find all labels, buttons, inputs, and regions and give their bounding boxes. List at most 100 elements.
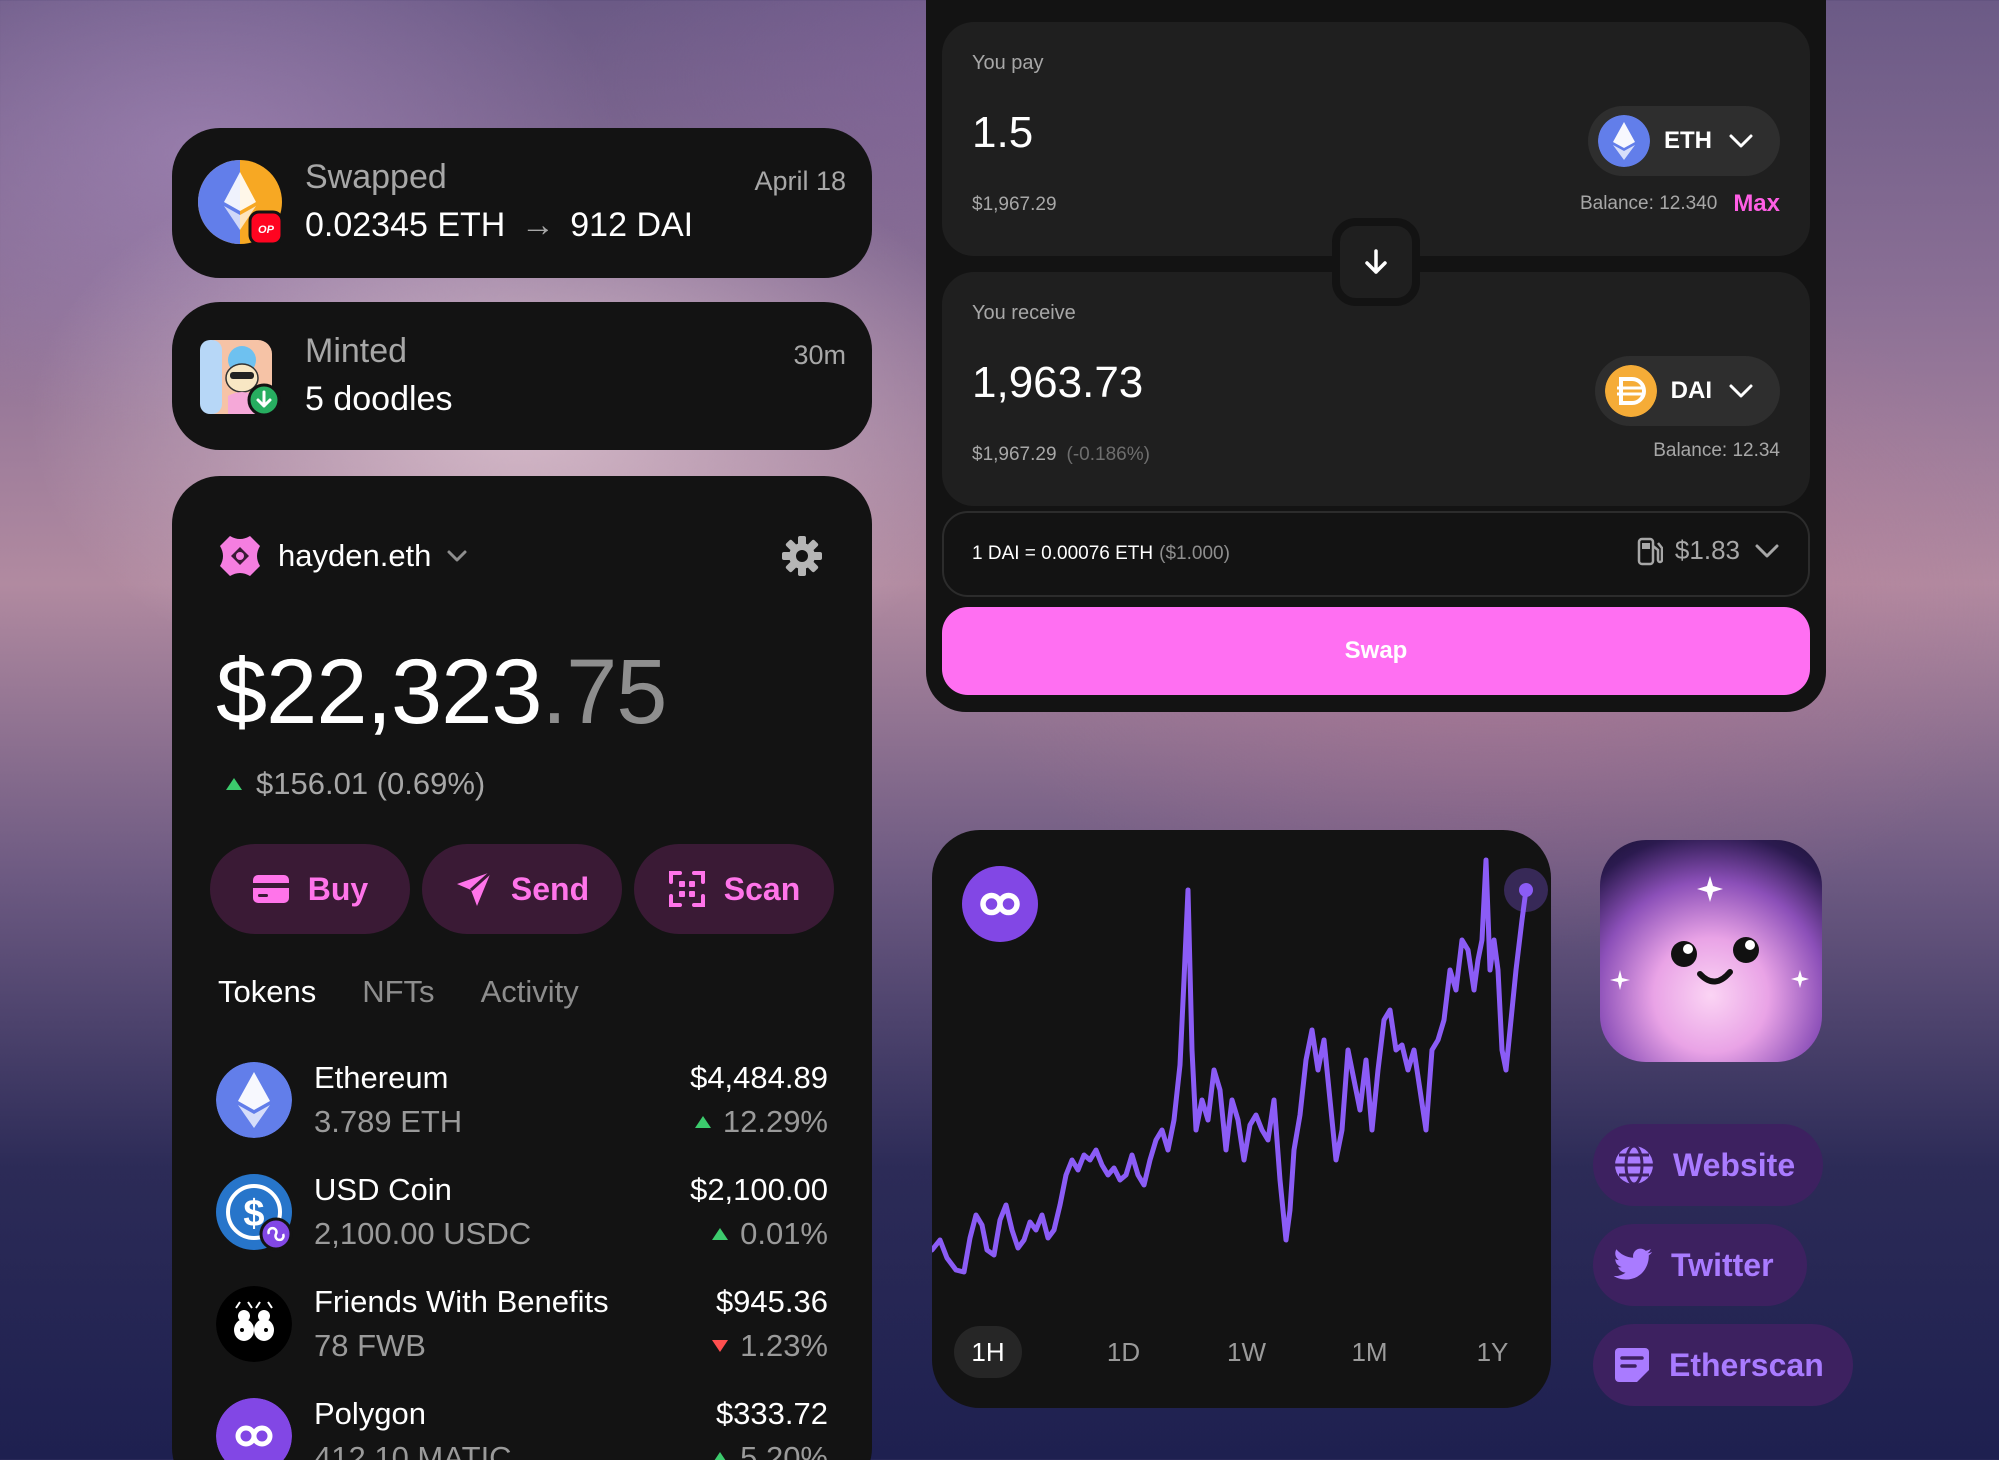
token-row-polygon[interactable]: Polygon 412.10 MATIC $333.72 5.20% <box>216 1396 828 1460</box>
svg-text:$: $ <box>243 1193 264 1235</box>
send-icon <box>456 870 492 906</box>
max-button[interactable]: Max <box>1733 190 1780 217</box>
pay-label: You pay <box>972 52 1044 74</box>
chevron-down-icon <box>1729 384 1753 398</box>
wallet-tabs: Tokens NFTs Activity <box>218 974 579 1010</box>
buy-button[interactable]: Buy <box>210 844 410 934</box>
trend-up-icon <box>712 1228 729 1240</box>
gas-fee: $1.83 <box>1637 535 1782 566</box>
notification-time: April 18 <box>754 166 846 196</box>
range-1y[interactable]: 1Y <box>1476 1336 1509 1367</box>
trend-up-icon <box>694 1116 711 1128</box>
notification-title: Swapped <box>305 158 447 196</box>
mascot-illustration <box>1600 840 1822 1062</box>
card-icon <box>252 875 289 903</box>
token-name: USD Coin <box>314 1172 452 1207</box>
price-chart-card: 1H 1D 1W 1M 1Y <box>932 830 1551 1408</box>
tab-tokens[interactable]: Tokens <box>218 974 317 1009</box>
receive-section: You receive 1,963.73 $1,967.29 (-0.186%) … <box>942 272 1810 506</box>
chevron-down-icon <box>1755 544 1779 557</box>
website-link[interactable]: Website <box>1593 1124 1823 1206</box>
etherscan-icon <box>1615 1348 1649 1382</box>
trend-down-icon <box>712 1340 729 1352</box>
chevron-down-icon <box>447 550 467 562</box>
dai-icon <box>1604 365 1657 417</box>
usdc-icon: $ <box>216 1174 293 1251</box>
account-avatar-icon <box>220 536 260 576</box>
notification-detail: 5 doodles <box>305 380 453 418</box>
token-value: $2,100.00 <box>690 1172 828 1207</box>
receive-amount-input[interactable]: 1,963.73 <box>972 358 1144 407</box>
token-list: Ethereum 3.789 ETH $4,484.89 12.29% $ US… <box>216 1060 828 1460</box>
tab-activity[interactable]: Activity <box>480 974 579 1009</box>
token-amount: 78 FWB <box>314 1328 426 1363</box>
wallet-card: hayden.eth $22,323.75 $156.01 (0.69%) <box>172 476 872 1460</box>
range-1h[interactable]: 1H <box>954 1326 1022 1378</box>
price-chart[interactable] <box>932 830 1551 1408</box>
token-name: Ethereum <box>314 1060 449 1095</box>
exchange-rate: 1 DAI = 0.00076 ETH ($1.000) <box>972 543 1230 564</box>
arrow-down-icon <box>1365 249 1387 274</box>
token-change: 5.20% <box>712 1440 828 1460</box>
account-selector[interactable]: hayden.eth <box>216 532 469 580</box>
etherscan-link[interactable]: Etherscan <box>1593 1324 1853 1406</box>
polygon-icon <box>962 866 1038 942</box>
swap-notification[interactable]: OP Swapped 0.02345 ETH → 912 DAI April 1… <box>172 128 872 278</box>
token-row-usd-coin[interactable]: $ USD Coin 2,100.00 USDC $2,100.00 0.01% <box>216 1172 828 1286</box>
token-amount: 412.10 MATIC <box>314 1440 512 1460</box>
token-amount: 3.789 ETH <box>314 1104 463 1139</box>
pay-section: You pay 1.5 $1,967.29 ETH Balance: 12.34… <box>942 22 1810 256</box>
token-name: Polygon <box>314 1396 427 1431</box>
notification-time: 30m <box>793 340 846 370</box>
portfolio-change: $156.01 (0.69%) <box>226 766 485 802</box>
send-button[interactable]: Send <box>422 844 622 934</box>
doodle-nft-icon <box>200 340 281 417</box>
gas-pump-icon <box>1637 537 1663 565</box>
pay-token-selector[interactable]: ETH <box>1588 106 1780 176</box>
pay-token-symbol: ETH <box>1664 127 1712 154</box>
scan-button[interactable]: Scan <box>634 844 834 934</box>
scan-icon <box>668 871 705 907</box>
range-1m[interactable]: 1M <box>1351 1336 1388 1367</box>
twitter-link[interactable]: Twitter <box>1593 1224 1807 1306</box>
tab-nfts[interactable]: NFTs <box>362 974 435 1009</box>
range-1w[interactable]: 1W <box>1227 1336 1266 1367</box>
time-range-selector: 1H 1D 1W 1M 1Y <box>954 1326 1551 1378</box>
swap-panel: You pay 1.5 $1,967.29 ETH Balance: 12.34… <box>926 0 1826 712</box>
twitter-icon <box>1613 1248 1652 1280</box>
range-1d[interactable]: 1D <box>1106 1336 1141 1367</box>
fwb-icon <box>216 1286 292 1362</box>
globe-icon <box>1615 1144 1653 1186</box>
portfolio-balance: $22,323.75 <box>216 641 667 743</box>
swap-button[interactable]: Swap <box>942 607 1810 695</box>
switch-direction-button[interactable] <box>1332 218 1420 306</box>
token-row-fwb[interactable]: Friends With Benefits 78 FWB $945.36 1.2… <box>216 1284 828 1398</box>
pay-balance: Balance: 12.340 Max <box>1579 190 1780 217</box>
pay-amount-input[interactable]: 1.5 <box>972 108 1034 157</box>
token-row-ethereum[interactable]: Ethereum 3.789 ETH $4,484.89 12.29% <box>216 1060 828 1174</box>
pay-usd-value: $1,967.29 <box>972 194 1057 215</box>
wallet-actions: Buy Send Scan <box>210 844 834 934</box>
receive-token-symbol: DAI <box>1670 377 1712 404</box>
notification-title: Minted <box>305 332 408 370</box>
trend-up-icon <box>226 778 242 790</box>
trend-up-icon <box>712 1452 729 1460</box>
chevron-down-icon <box>1729 134 1753 148</box>
receive-label: You receive <box>972 302 1076 324</box>
mint-notification[interactable]: Minted 5 doodles 30m <box>172 302 872 450</box>
ethereum-icon <box>216 1062 292 1138</box>
token-value: $333.72 <box>715 1396 828 1431</box>
receive-token-selector[interactable]: DAI <box>1594 356 1780 426</box>
rate-row[interactable]: 1 DAI = 0.00076 ETH ($1.000) $1.83 <box>942 511 1810 597</box>
token-change: 0.01% <box>712 1216 828 1252</box>
receive-balance: Balance: 12.34 <box>1653 440 1780 461</box>
token-name: Friends With Benefits <box>314 1284 609 1319</box>
token-change: 1.23% <box>712 1328 828 1364</box>
ethereum-icon <box>1598 115 1650 167</box>
op-badge: OP <box>258 224 275 236</box>
token-amount: 2,100.00 USDC <box>314 1216 532 1251</box>
token-value: $4,484.89 <box>690 1060 828 1095</box>
ethereum-optimism-icon: OP <box>198 160 282 244</box>
gear-icon[interactable] <box>780 534 824 578</box>
token-value: $945.36 <box>715 1284 828 1319</box>
